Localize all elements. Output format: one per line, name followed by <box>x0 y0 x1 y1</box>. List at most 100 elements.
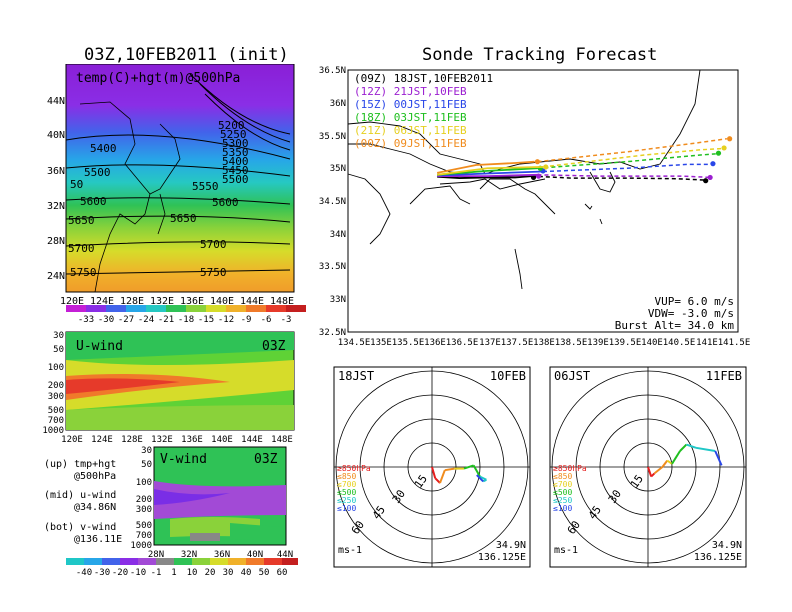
note-mid-b: @34.86N <box>74 502 117 513</box>
note-up-b: @500hPa <box>74 471 117 482</box>
u-lon-tick: 128E <box>121 435 143 445</box>
track-ascent-0 <box>437 175 532 179</box>
lon-tick: 140E <box>210 296 234 307</box>
u-lon-tick: 124E <box>91 435 113 445</box>
track-descent-5 <box>537 138 727 163</box>
contour-label: 5600 <box>80 195 107 208</box>
v-p-tick: 700 <box>136 531 152 541</box>
contour-label: 5550 <box>192 180 219 193</box>
note-mid: (mid) u-wind @34.86N <box>44 490 116 514</box>
hodo-time: 06JST <box>554 369 590 383</box>
hodo-unit: ms-1 <box>554 545 578 556</box>
contour-5700 <box>65 241 291 247</box>
wind-colorbar-tick: -20 <box>112 568 128 578</box>
temp-colorbar-tick: -33 <box>78 315 94 325</box>
hodo-legend: ≤100 <box>337 504 356 513</box>
ring-label: 45 <box>586 503 604 521</box>
track-descent-1 <box>537 174 711 179</box>
landing-point-5 <box>727 136 733 142</box>
landing-point-4 <box>721 145 727 151</box>
wind-colorbar-tick: 10 <box>187 568 198 578</box>
wind-colorbar-tick: 40 <box>241 568 252 578</box>
track-lat-tick: 35.5N <box>319 132 346 142</box>
ring-label: 30 <box>390 487 408 505</box>
v-p-tick: 50 <box>141 460 152 470</box>
u-lon-tick: 132E <box>151 435 173 445</box>
hodo-legend: ≤100 <box>553 504 572 513</box>
wind-colorbar-tick: -40 <box>76 568 92 578</box>
temp-colorbar: -33 -30 -27 -24 -21 -18 -15 -12 -9 -6 -3 <box>66 305 306 325</box>
temp-colorbar-tick: -12 <box>218 315 234 325</box>
track-lon-tick: 138E <box>533 338 555 348</box>
track-group <box>436 136 733 184</box>
wind-colorbar-tick: 1 <box>171 568 176 578</box>
track-lat-tick: 34.5N <box>319 197 346 207</box>
v-lat-tick: 32N <box>181 550 197 560</box>
hodograph-segment <box>653 466 664 475</box>
wind-colorbar-tick: -1 <box>151 568 162 578</box>
v-wind-label: V-wind <box>160 452 207 467</box>
u-lon-tick: 140E <box>211 435 233 445</box>
wind-colorbar: -40 -30 -20 -10 -1 1 10 20 30 40 50 60 <box>66 558 298 578</box>
temp-colorbar-tick: -30 <box>98 315 114 325</box>
hodograph-segment <box>679 443 688 452</box>
track-lon-tick: 136.5E <box>446 338 479 348</box>
note-bot-a: (bot) v-wind <box>44 522 117 533</box>
lon-tick: 120E <box>60 296 84 307</box>
hodograph-segment <box>686 443 697 449</box>
track-ascent-2 <box>437 170 544 177</box>
track-ascent-5 <box>436 160 535 174</box>
v-wind-panel: V-wind 03Z 30 50 100 200 300 500 700 100… <box>130 446 293 560</box>
u-lon-tick: 144E <box>241 435 263 445</box>
wind-colorbar-tick: -10 <box>130 568 146 578</box>
track-ascent-1 <box>437 173 538 178</box>
launch-legend-2: (15Z) 00JST,11FEB <box>354 98 467 111</box>
hodo-legend: ≤500 <box>337 488 356 497</box>
temp-colorbar-tick: -9 <box>241 315 252 325</box>
track-ascent-4 <box>437 166 544 176</box>
contour-label: 5400 <box>222 155 249 168</box>
ring-label: 15 <box>628 472 646 490</box>
hodograph-segment <box>661 459 668 468</box>
burst-point-0 <box>530 174 537 181</box>
lon-tick: 128E <box>120 296 144 307</box>
hodograph-segment <box>714 450 723 466</box>
hodo-lat: 34.9N <box>496 540 526 551</box>
temp-height-map: temp(C)+hgt(m)@500hPa 5200 5250 5300 535… <box>47 64 295 307</box>
track-lat-tick: 34N <box>330 230 346 240</box>
track-descent-4 <box>542 147 722 168</box>
hodograph-segment <box>472 464 481 478</box>
contour-label: 5700 <box>200 238 227 251</box>
u-p-tick: 200 <box>48 381 64 391</box>
track-lat-tick: 36.5N <box>319 66 346 76</box>
u-p-tick: 700 <box>48 416 64 426</box>
map-label: temp(C)+hgt(m)@500hPa <box>76 71 240 86</box>
wind-colorbar-tick: 60 <box>277 568 288 578</box>
hodo-legend: ≤700 <box>553 480 572 489</box>
burst-point-5 <box>534 159 541 165</box>
track-lon-tick: 136E <box>424 338 446 348</box>
ring-label: 30 <box>606 487 624 505</box>
u-lon-tick: 120E <box>61 435 83 445</box>
hodograph-segment <box>671 450 681 465</box>
hodo-legend: ≥850hPa <box>553 464 587 473</box>
contour-label: 5350 <box>222 146 249 159</box>
ring-label: 45 <box>370 503 388 521</box>
v-p-tick: 100 <box>136 478 152 488</box>
u-p-tick: 50 <box>53 345 64 355</box>
param-burst: Burst Alt= 34.0 km <box>615 319 735 332</box>
note-mid-a: (mid) u-wind <box>44 490 117 501</box>
wind-colorbar-tick: 30 <box>223 568 234 578</box>
launch-legend-3: (18Z) 03JST,11FEB <box>354 111 467 124</box>
lat-tick: 32N <box>47 201 65 212</box>
lon-tick: 148E <box>270 296 294 307</box>
track-lat-tick: 33N <box>330 295 346 305</box>
contour-label: 5250 <box>220 128 247 141</box>
v-wind-time: 03Z <box>254 452 278 467</box>
track-lon-tick: 139.5E <box>609 338 642 348</box>
hodograph-segment <box>650 472 656 478</box>
wind-colorbar-tick: 20 <box>205 568 216 578</box>
burst-point-1 <box>535 173 542 179</box>
launch-legend-1: (12Z) 21JST,10FEB <box>354 85 467 98</box>
temp-colorbar-tick: -15 <box>198 315 214 325</box>
